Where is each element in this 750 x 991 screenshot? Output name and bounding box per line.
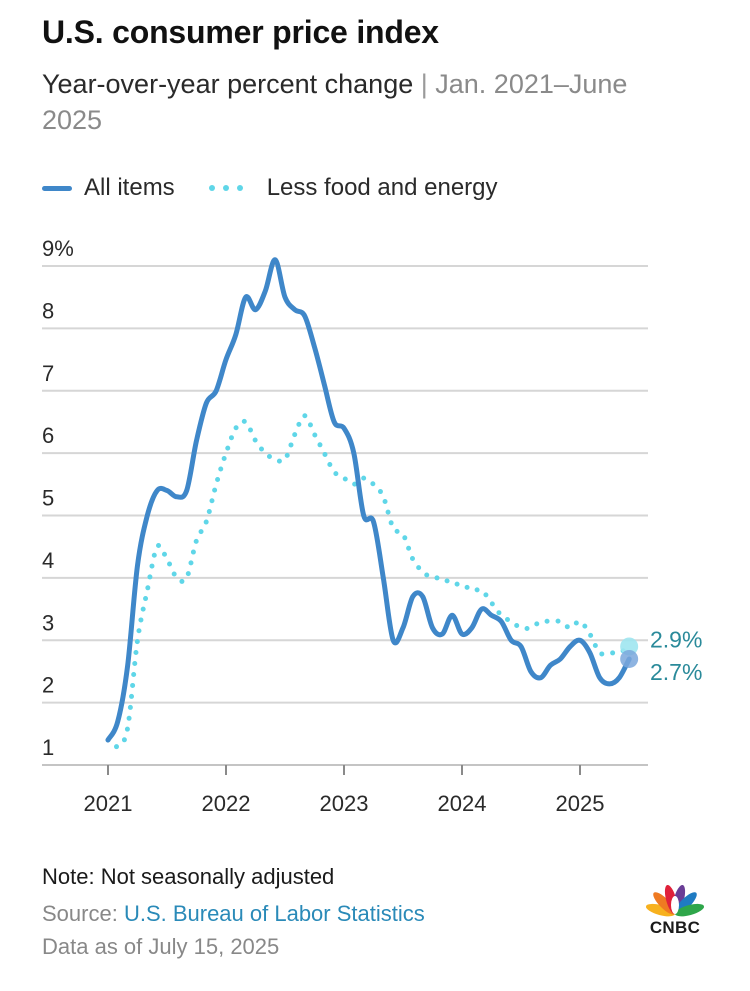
- legend-item-all-items: All items: [42, 174, 175, 202]
- end-marker-all-items: [620, 649, 639, 668]
- x-tick-label-2021: 2021: [84, 791, 133, 816]
- legend-label-core: Less food and energy: [266, 174, 498, 201]
- subtitle-separator: |: [413, 69, 436, 99]
- source-label: Source:: [42, 901, 124, 926]
- x-tick-label-2025: 2025: [556, 791, 605, 816]
- footer-data-date: Data as of July 15, 2025: [42, 934, 280, 959]
- end-label-less-food-and-energy: 2.9%: [650, 626, 702, 652]
- cnbc-logo: CNBC: [640, 880, 710, 940]
- legend-swatch-solid: [42, 185, 72, 191]
- x-tick-label-2024: 2024: [438, 791, 487, 816]
- y-tick-label-1: 1: [42, 735, 54, 760]
- chart-title: U.S. consumer price index: [42, 14, 439, 50]
- y-tick-label-6: 6: [42, 423, 54, 448]
- series-line-all-items: [105, 257, 632, 743]
- y-tick-label-2: 2: [42, 673, 54, 698]
- y-tick-label-9: 9%: [42, 236, 74, 261]
- subtitle-date-range: Jan. 2021–June 2025: [42, 69, 628, 135]
- footer-note: Note: Not seasonally adjusted: [42, 864, 335, 889]
- x-tick-label-2023: 2023: [320, 791, 369, 816]
- source-link[interactable]: U.S. Bureau of Labor Statistics: [123, 901, 425, 926]
- cpi-line-chart: 1 2 3 4 5 6 7 8 9% 2021 2022 2023 2024 2025 2.9% 2.7%: [42, 236, 702, 816]
- x-tick-label-2022: 2022: [202, 791, 251, 816]
- y-tick-label-4: 4: [42, 548, 54, 573]
- y-tick-label-3: 3: [42, 610, 54, 635]
- peacock-icon: [645, 884, 705, 917]
- logo-wordmark: CNBC: [649, 918, 701, 937]
- series-line-less-food-and-energy: [105, 413, 632, 750]
- y-tick-label-8: 8: [42, 298, 54, 323]
- legend-label-all-items: All items: [84, 174, 175, 201]
- end-marker-less-food-and-energy: [620, 637, 639, 656]
- chart-legend: All items Less food and energy: [42, 174, 498, 202]
- y-tick-label-7: 7: [42, 361, 54, 386]
- y-tick-label-5: 5: [42, 486, 54, 511]
- footer-source: Source: U.S. Bureau of Labor Statistics: [42, 901, 425, 927]
- subtitle-main: Year-over-year percent change: [42, 69, 414, 99]
- legend-swatch-dotted: [208, 185, 243, 191]
- end-label-all-items: 2.7%: [650, 659, 702, 685]
- legend-item-core: Less food and energy: [208, 174, 498, 202]
- chart-subtitle: Year-over-year percent change | Jan. 202…: [42, 66, 682, 138]
